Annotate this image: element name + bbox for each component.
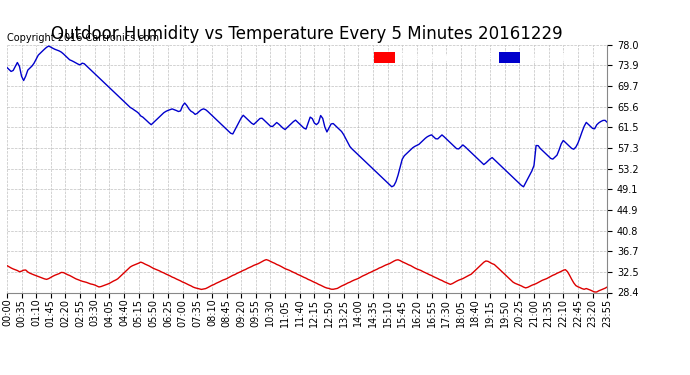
Title: Outdoor Humidity vs Temperature Every 5 Minutes 20161229: Outdoor Humidity vs Temperature Every 5 … (51, 26, 563, 44)
Text: Copyright 2016 Cartronics.com: Copyright 2016 Cartronics.com (7, 33, 159, 42)
Legend: Temperature (°F), Humidity (%): Temperature (°F), Humidity (%) (372, 50, 602, 65)
